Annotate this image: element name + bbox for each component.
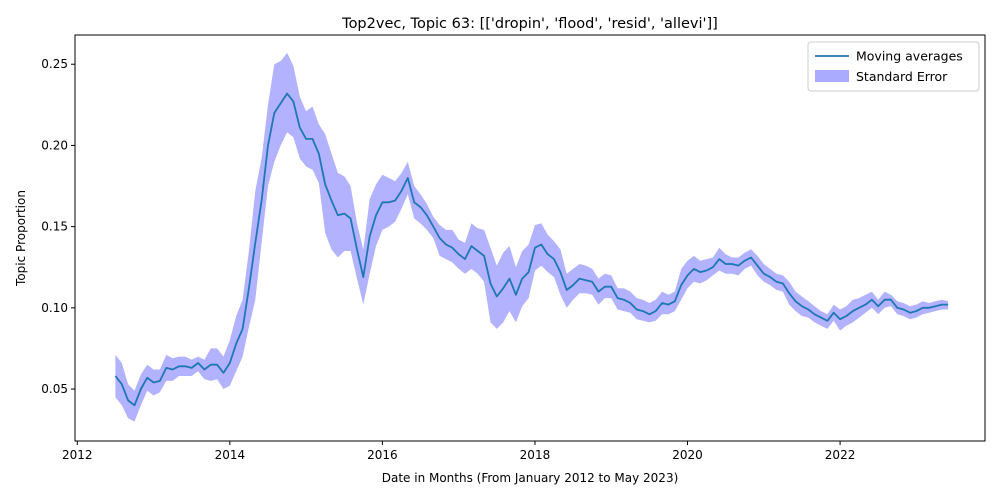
- legend-band-swatch: [815, 70, 849, 82]
- legend: Moving averages Standard Error: [807, 41, 980, 92]
- standard-error-band: [115, 52, 949, 422]
- x-tick-label: 2016: [367, 448, 398, 462]
- y-axis-label: Topic Proportion: [14, 190, 28, 287]
- x-tick-label: 2020: [672, 448, 703, 462]
- legend-box: [807, 41, 980, 92]
- plot-frame: [74, 34, 986, 442]
- y-axis: 0.05 0.10 0.15 0.20 0.25: [41, 57, 75, 396]
- y-tick-label: 0.05: [41, 382, 68, 396]
- x-axis-label: Date in Months (From January 2012 to May…: [382, 471, 679, 485]
- plot-area: [114, 52, 949, 422]
- y-tick-label: 0.25: [41, 57, 68, 71]
- chart-title: Top2vec, Topic 63: [['dropin', 'flood', …: [341, 16, 718, 32]
- x-tick-label: 2018: [520, 448, 551, 462]
- legend-label-moving-averages: Moving averages: [856, 49, 963, 64]
- y-tick-label: 0.20: [41, 138, 68, 152]
- x-tick-label: 2014: [215, 448, 246, 462]
- x-tick-label: 2022: [825, 448, 856, 462]
- legend-label-standard-error: Standard Error: [856, 69, 948, 84]
- x-axis: 2012 2014 2016 2018 2020 2022: [62, 441, 855, 462]
- moving-average-line: [114, 92, 949, 407]
- x-tick-label: 2012: [62, 448, 93, 462]
- y-tick-label: 0.15: [41, 220, 68, 234]
- y-tick-label: 0.10: [41, 301, 68, 315]
